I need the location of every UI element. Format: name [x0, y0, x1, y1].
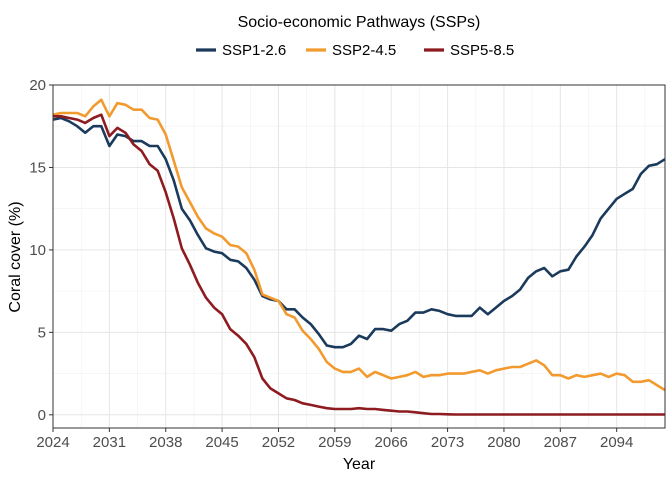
y-tick-label: 0	[38, 407, 46, 424]
legend-label-ssp1-2-6: SSP1-2.6	[222, 42, 286, 59]
series-line-ssp1-2-6	[52, 116, 666, 349]
y-tick-label: 20	[29, 77, 46, 94]
x-tick-label: 2045	[205, 434, 238, 451]
x-tick-label: 2073	[431, 434, 464, 451]
x-axis-title: Year	[343, 456, 376, 473]
x-tick-label: 2087	[544, 434, 577, 451]
legend-label-ssp2-4-5: SSP2-4.5	[332, 42, 396, 59]
y-axis: 0 5 10 15 20	[29, 77, 53, 424]
x-axis: 2024 2031 2038 2045 2052 2059 2066 2073 2080 2087…	[36, 428, 633, 451]
legend-title: Socio-economic Pathways (SSPs)	[238, 14, 481, 31]
x-tick-label: 2094	[600, 434, 633, 451]
series-layer	[52, 98, 666, 416]
series-line-ssp5-8-5	[53, 113, 665, 416]
x-tick-label: 2052	[262, 434, 295, 451]
legend: SSP1-2.6 SSP2-4.5 SSP5-8.5	[196, 42, 514, 59]
series-line-ssp2-4-5	[52, 98, 666, 392]
y-tick-label: 5	[38, 324, 46, 341]
x-tick-label: 2031	[93, 434, 126, 451]
x-tick-label: 2066	[375, 434, 408, 451]
x-tick-label: 2080	[487, 434, 520, 451]
legend-label-ssp5-8-5: SSP5-8.5	[450, 42, 514, 59]
y-tick-label: 15	[29, 159, 46, 176]
y-axis-title: Coral cover (%)	[7, 201, 24, 312]
y-tick-label: 10	[29, 242, 46, 259]
plot-panel-border	[52, 84, 666, 429]
x-tick-label: 2059	[318, 434, 351, 451]
x-tick-label: 2024	[36, 434, 69, 451]
x-tick-label: 2038	[149, 434, 182, 451]
